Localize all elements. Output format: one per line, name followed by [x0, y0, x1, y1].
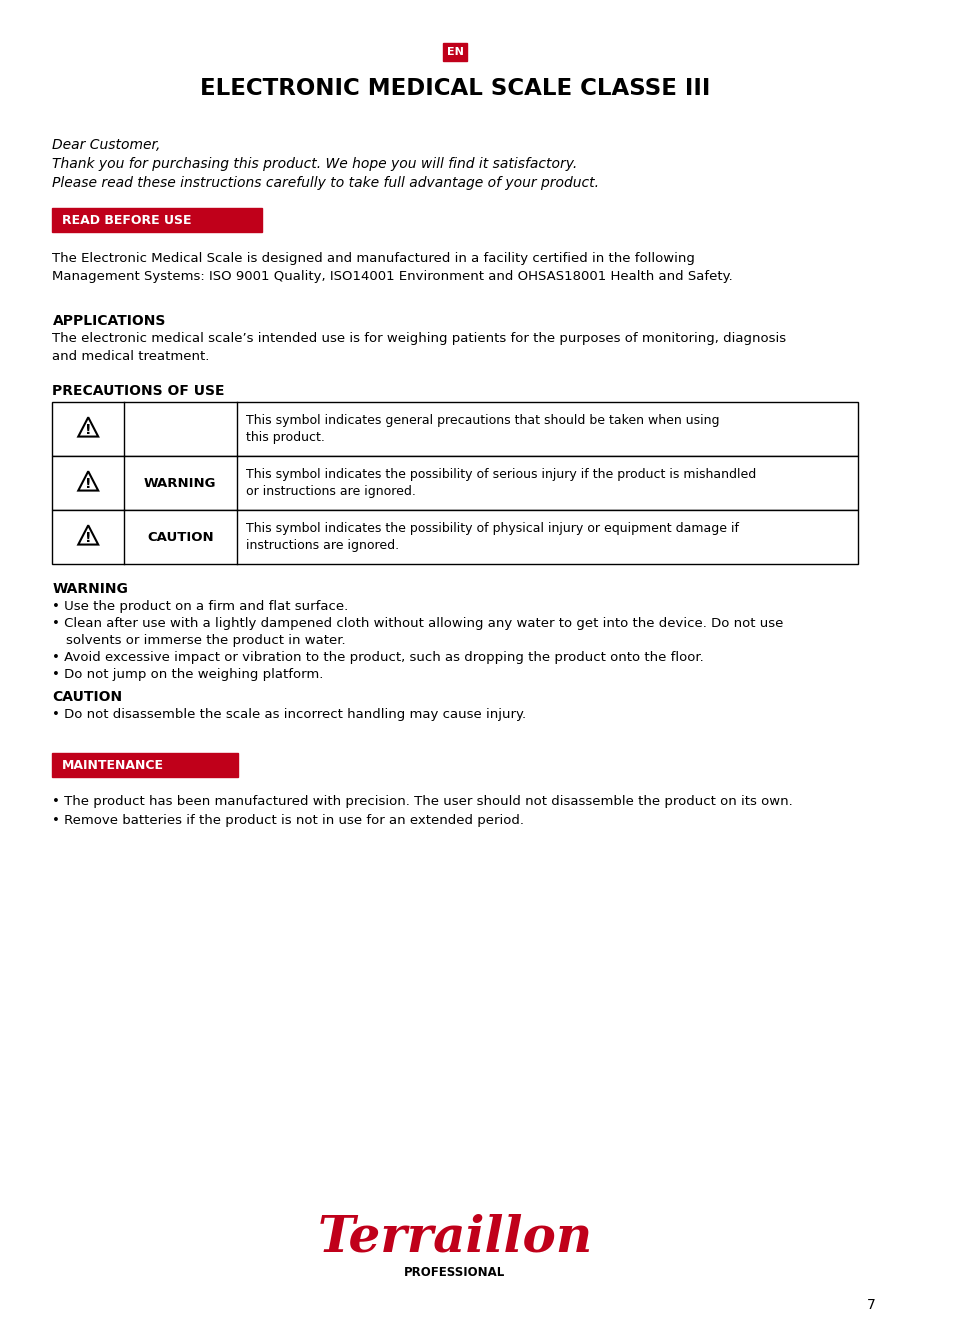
- Text: The electronic medical scale’s intended use is for weighing patients for the pur: The electronic medical scale’s intended …: [52, 333, 786, 345]
- Text: READ BEFORE USE: READ BEFORE USE: [62, 214, 192, 227]
- Text: CAUTION: CAUTION: [52, 689, 122, 704]
- Text: The Electronic Medical Scale is designed and manufactured in a facility certifie: The Electronic Medical Scale is designed…: [52, 253, 695, 265]
- Text: Please read these instructions carefully to take full advantage of your product.: Please read these instructions carefully…: [52, 176, 598, 190]
- Text: PRECAUTIONS OF USE: PRECAUTIONS OF USE: [52, 383, 225, 398]
- Text: • Clean after use with a lightly dampened cloth without allowing any water to ge: • Clean after use with a lightly dampene…: [52, 617, 783, 631]
- Text: • Remove batteries if the product is not in use for an extended period.: • Remove batteries if the product is not…: [52, 814, 524, 827]
- FancyBboxPatch shape: [52, 208, 262, 232]
- Text: this product.: this product.: [246, 432, 325, 444]
- Text: ELECTRONIC MEDICAL SCALE CLASSE III: ELECTRONIC MEDICAL SCALE CLASSE III: [199, 76, 709, 99]
- FancyBboxPatch shape: [52, 402, 858, 456]
- Text: solvents or immerse the product in water.: solvents or immerse the product in water…: [66, 635, 345, 647]
- Text: • Avoid excessive impact or vibration to the product, such as dropping the produ: • Avoid excessive impact or vibration to…: [52, 651, 703, 664]
- Text: Thank you for purchasing this product. We hope you will find it satisfactory.: Thank you for purchasing this product. W…: [52, 158, 578, 171]
- Text: 7: 7: [866, 1299, 875, 1312]
- Text: This symbol indicates general precautions that should be taken when using: This symbol indicates general precaution…: [246, 414, 719, 428]
- Text: APPLICATIONS: APPLICATIONS: [52, 314, 166, 329]
- Text: or instructions are ignored.: or instructions are ignored.: [246, 485, 416, 498]
- Text: Terraillon: Terraillon: [317, 1213, 592, 1263]
- Text: PROFESSIONAL: PROFESSIONAL: [404, 1265, 505, 1279]
- FancyBboxPatch shape: [52, 510, 858, 564]
- Text: !: !: [85, 477, 91, 492]
- Text: • The product has been manufactured with precision. The user should not disassem: • The product has been manufactured with…: [52, 795, 792, 808]
- Text: WARNING: WARNING: [144, 477, 216, 489]
- Text: EN: EN: [446, 47, 463, 57]
- Text: MAINTENANCE: MAINTENANCE: [62, 759, 164, 771]
- Text: instructions are ignored.: instructions are ignored.: [246, 538, 398, 552]
- Text: Dear Customer,: Dear Customer,: [52, 138, 161, 152]
- Text: This symbol indicates the possibility of serious injury if the product is mishan: This symbol indicates the possibility of…: [246, 468, 756, 481]
- Text: !: !: [85, 424, 91, 437]
- Text: WARNING: WARNING: [52, 582, 129, 596]
- Text: and medical treatment.: and medical treatment.: [52, 350, 210, 363]
- Text: • Do not disassemble the scale as incorrect handling may cause injury.: • Do not disassemble the scale as incorr…: [52, 708, 526, 721]
- Text: • Do not jump on the weighing platform.: • Do not jump on the weighing platform.: [52, 668, 323, 681]
- Text: This symbol indicates the possibility of physical injury or equipment damage if: This symbol indicates the possibility of…: [246, 522, 739, 534]
- Text: Management Systems: ISO 9001 Quality, ISO14001 Environment and OHSAS18001 Health: Management Systems: ISO 9001 Quality, IS…: [52, 270, 733, 283]
- Text: !: !: [85, 532, 91, 545]
- Text: • Use the product on a firm and flat surface.: • Use the product on a firm and flat sur…: [52, 600, 349, 613]
- Text: CAUTION: CAUTION: [147, 530, 213, 544]
- FancyBboxPatch shape: [52, 754, 238, 778]
- FancyBboxPatch shape: [52, 456, 858, 510]
